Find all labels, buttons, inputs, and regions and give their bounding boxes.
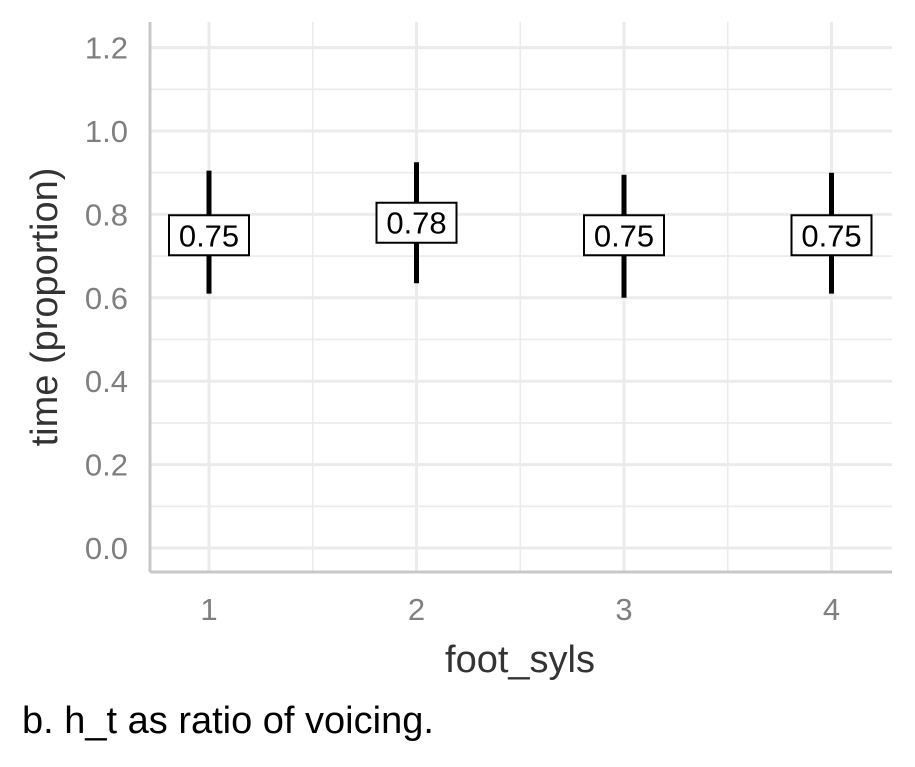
data-label: 0.75 [790, 214, 873, 257]
data-label-box [583, 214, 665, 257]
data-label: 0.78 [375, 201, 458, 244]
grid-lines [150, 22, 892, 572]
y-axis-title: time (proportion) [24, 168, 66, 447]
y-tick-label: 0.0 [85, 531, 128, 566]
y-tick-label: 1.2 [85, 31, 128, 66]
x-tick-label: 3 [615, 592, 632, 627]
y-tick-label: 0.6 [85, 281, 128, 316]
y-tick-label: 0.4 [85, 364, 128, 399]
y-tick-label: 0.8 [85, 197, 128, 232]
data-label: 0.75 [583, 214, 665, 257]
data-label-box [790, 214, 873, 257]
data-label: 0.75 [168, 214, 250, 257]
x-axis-title: foot_syls [445, 639, 595, 681]
data-label-text: 0.75 [801, 218, 861, 253]
x-tick-labels: 1 2 3 4 [200, 592, 840, 627]
data-label-text: 0.75 [594, 218, 654, 253]
data-label-text: 0.75 [179, 218, 239, 253]
data-label-text: 0.78 [386, 206, 446, 241]
x-tick-label: 1 [200, 592, 217, 627]
data-label-box [168, 214, 250, 257]
data-label-box [375, 201, 458, 244]
y-tick-label: 1.0 [85, 114, 128, 149]
y-tick-labels: 0.0 0.2 0.4 0.6 0.8 1.0 1.2 [85, 31, 128, 566]
axes [148, 22, 892, 574]
y-tick-label: 0.2 [85, 448, 128, 483]
x-tick-label: 2 [408, 592, 425, 627]
figure-caption: b. h_t as ratio of voicing. [22, 700, 434, 742]
data-labels: 0.75 0.78 0.75 0.75 [168, 201, 873, 257]
x-tick-label: 4 [823, 592, 840, 627]
